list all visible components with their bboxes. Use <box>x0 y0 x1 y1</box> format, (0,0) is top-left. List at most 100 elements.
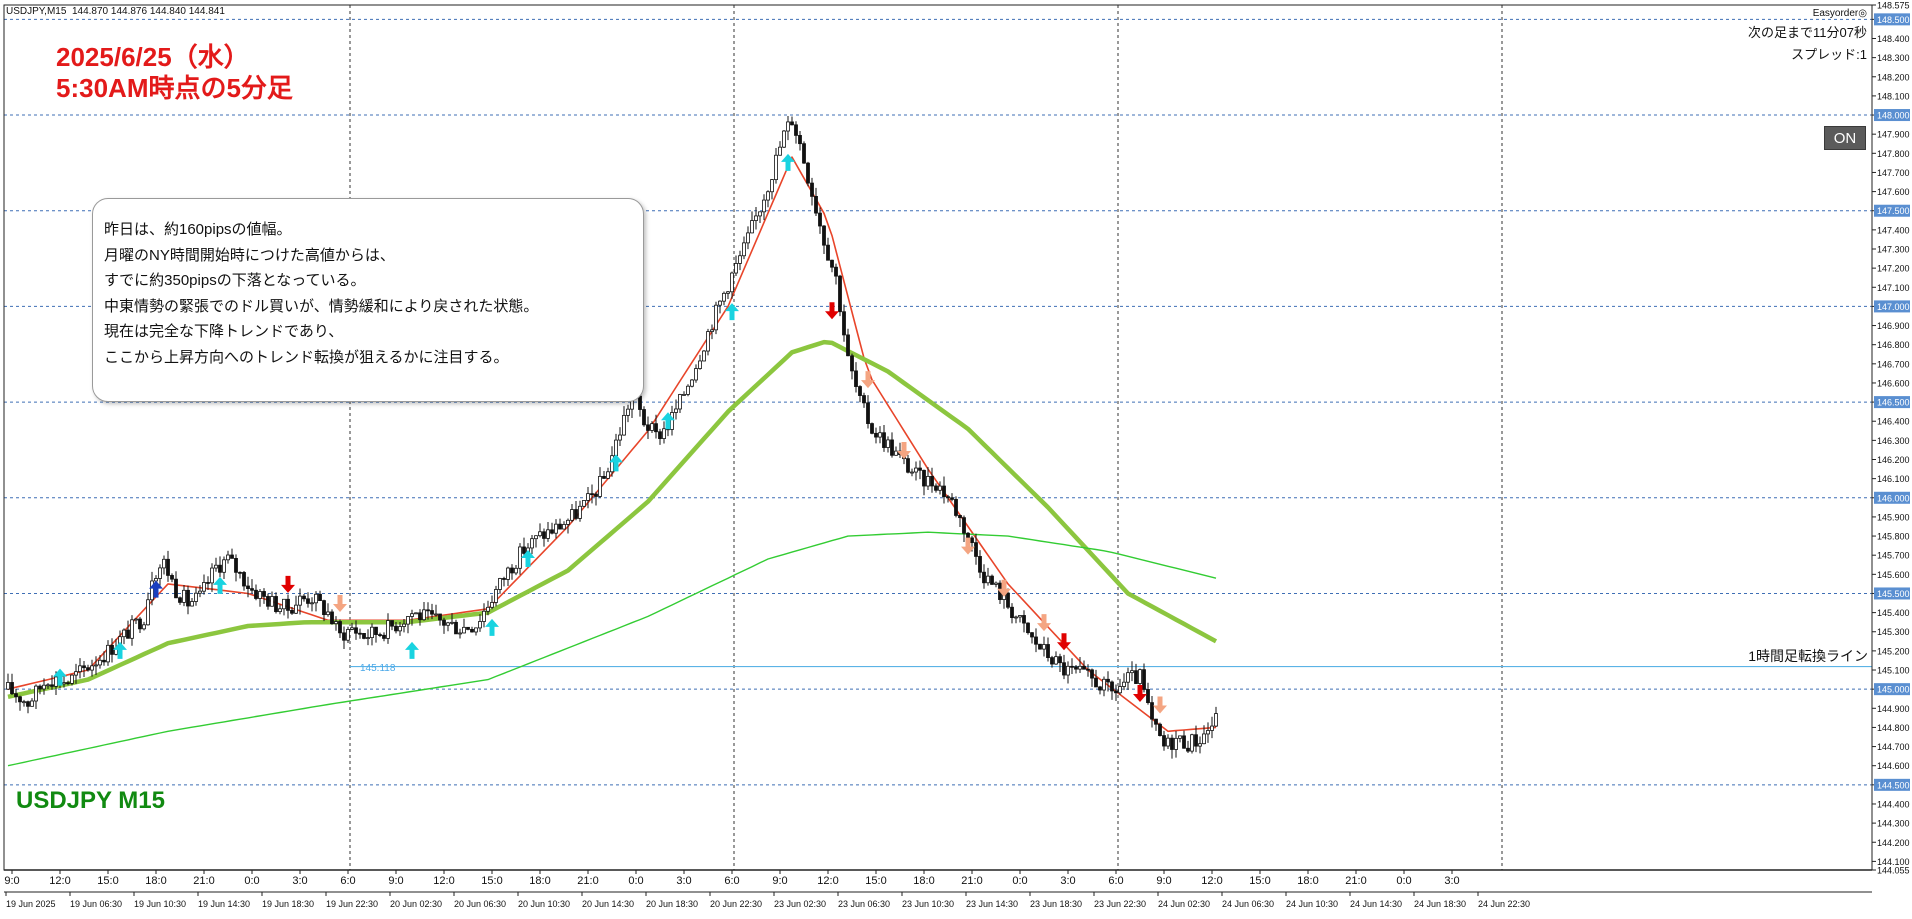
candle <box>422 601 426 621</box>
price-tick-label: 146.400 <box>1877 417 1910 427</box>
candle <box>106 640 110 666</box>
candle <box>750 211 754 234</box>
candle-body <box>714 304 718 331</box>
candle <box>502 576 506 587</box>
candle <box>218 556 222 578</box>
time-tick-label: 3:0 <box>1060 875 1075 887</box>
candle-body <box>506 567 510 580</box>
time-tick-label: 0:0 <box>1012 875 1027 887</box>
candle <box>562 521 566 530</box>
candle-body <box>1138 669 1142 684</box>
candle-body <box>1130 670 1134 674</box>
candle <box>314 591 318 612</box>
candle <box>162 555 166 575</box>
candle-body <box>54 676 58 687</box>
candle <box>546 521 550 542</box>
note-line: 中東情勢の緊張でのドル買いが、情勢緩和により戻された状態。 <box>104 297 539 315</box>
candle-body <box>98 659 102 666</box>
candle <box>538 523 542 538</box>
date-tick-label: 20 Jun 02:30 <box>390 899 442 909</box>
candle <box>954 496 958 518</box>
candle-body <box>670 412 674 430</box>
candle <box>766 190 770 208</box>
candle-body <box>26 701 30 707</box>
candle-body <box>538 531 542 537</box>
candle-body <box>86 667 90 671</box>
candle-body <box>654 423 658 433</box>
candle <box>1194 725 1198 753</box>
time-tick-label: 21:0 <box>577 875 598 887</box>
candle-body <box>22 701 26 704</box>
sell-arrow-icon <box>1133 684 1147 702</box>
price-tick-label: 145.500 <box>1877 589 1910 599</box>
candle <box>298 588 302 615</box>
next-bar-countdown: 次の足まで11分07秒 <box>1748 25 1867 40</box>
candle <box>1042 636 1046 657</box>
candle <box>922 469 926 496</box>
candle <box>426 602 430 620</box>
candle <box>38 684 42 695</box>
sell-arrow-icon <box>333 595 347 613</box>
chart-frame <box>3 4 1873 871</box>
candle-body <box>826 244 830 261</box>
candle-body <box>1202 733 1206 745</box>
candle-body <box>914 467 918 473</box>
candle <box>1130 661 1134 682</box>
candle-body <box>1166 737 1170 747</box>
candle <box>990 574 994 585</box>
candle-body <box>446 622 450 626</box>
time-tick-label: 18:0 <box>145 875 166 887</box>
candle-body <box>258 591 262 599</box>
candle <box>238 571 242 579</box>
candle <box>294 595 298 614</box>
candle <box>746 226 750 250</box>
candle-body <box>370 626 374 638</box>
candle <box>774 148 778 184</box>
on-toggle-button[interactable]: ON <box>1824 126 1866 150</box>
candle <box>10 673 14 695</box>
candle-body <box>78 665 82 673</box>
candle <box>302 593 306 602</box>
candle <box>202 574 206 595</box>
candle <box>198 585 202 598</box>
price-tick-label: 148.400 <box>1877 34 1910 44</box>
candle-body <box>542 531 546 539</box>
candle <box>686 384 690 397</box>
candle-body <box>142 624 146 630</box>
candle <box>982 564 986 589</box>
date-tick-label: 23 Jun 22:30 <box>1094 899 1146 909</box>
candle-body <box>1106 678 1110 683</box>
time-tick-label: 9:0 <box>1156 875 1171 887</box>
candle-body <box>294 604 298 614</box>
candle-body <box>1098 686 1102 691</box>
sell-arrow-icon <box>1057 633 1071 651</box>
candle <box>934 483 938 493</box>
date-tick-label: 19 Jun 22:30 <box>326 899 378 909</box>
price-tick-label: 147.200 <box>1877 264 1910 274</box>
candle <box>1022 610 1026 633</box>
candle-body <box>1074 666 1078 670</box>
candle-body <box>262 591 266 597</box>
candle <box>978 550 982 579</box>
candle-body <box>554 523 558 534</box>
candle-body <box>814 195 818 214</box>
candle <box>450 613 454 625</box>
candle <box>430 603 434 620</box>
time-tick-label: 9:0 <box>4 875 19 887</box>
price-tick-label: 147.000 <box>1877 302 1910 312</box>
price-tick-highlight <box>1874 109 1910 122</box>
time-tick-label: 15:0 <box>97 875 118 887</box>
candle-body <box>318 593 322 601</box>
candle <box>210 563 214 592</box>
candle-body <box>182 589 186 603</box>
candle-body <box>1054 656 1058 665</box>
price-tick-label: 144.600 <box>1877 761 1910 771</box>
candle <box>214 557 218 572</box>
candle <box>30 698 34 707</box>
candle-body <box>254 589 258 599</box>
time-tick-label: 6:0 <box>724 875 739 887</box>
candle-body <box>282 598 286 610</box>
time-tick-label: 21:0 <box>961 875 982 887</box>
candle <box>454 619 458 635</box>
